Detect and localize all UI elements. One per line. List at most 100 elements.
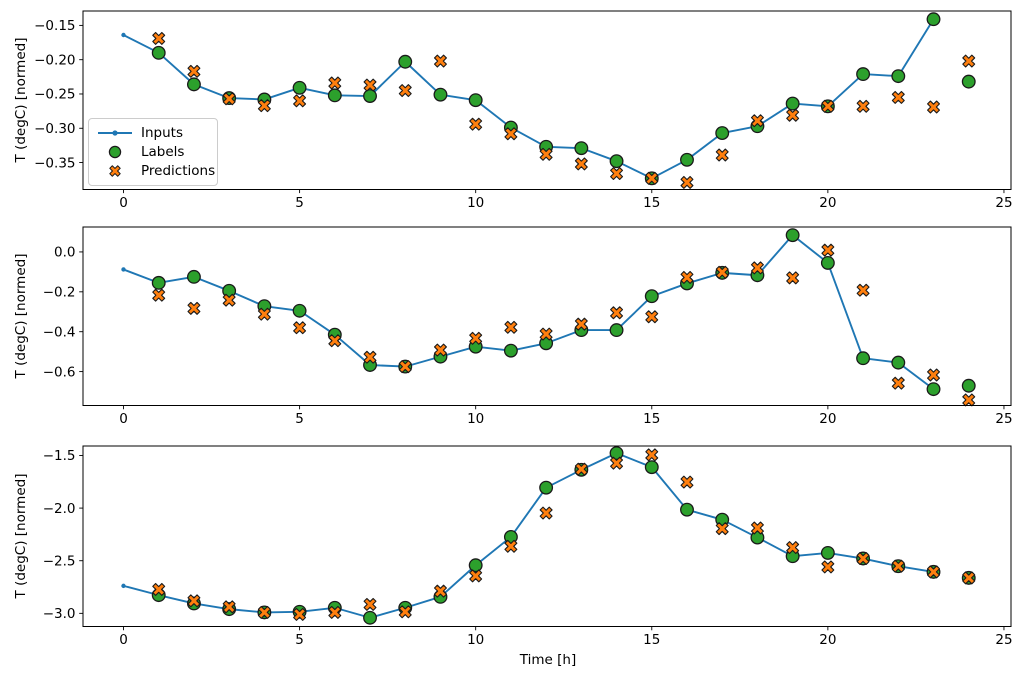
prediction-point bbox=[398, 84, 412, 98]
label-point bbox=[186, 77, 201, 92]
prediction-point bbox=[856, 99, 870, 113]
label-point bbox=[503, 343, 518, 358]
x-tick-label: 0 bbox=[119, 195, 128, 211]
prediction-point bbox=[856, 552, 870, 565]
legend-x-marker-icon bbox=[97, 163, 133, 179]
y-tick-label: −0.30 bbox=[34, 121, 75, 137]
subplot-3: 0 5 10 15 20 25 −1.5 −2.0 −2.5 −3.0 bbox=[43, 445, 1013, 648]
x-tick-label: 5 bbox=[295, 411, 304, 427]
prediction-point bbox=[293, 321, 307, 335]
series-inputs bbox=[121, 450, 936, 620]
prediction-point bbox=[398, 360, 412, 374]
label-point bbox=[961, 378, 976, 393]
label-point bbox=[785, 228, 800, 243]
label-point bbox=[856, 351, 871, 366]
label-point bbox=[363, 610, 377, 625]
label-point bbox=[151, 275, 166, 290]
prediction-point bbox=[856, 283, 870, 297]
label-point bbox=[856, 67, 871, 82]
y-tick-label: −0.6 bbox=[43, 364, 76, 380]
x-tick-label: 5 bbox=[295, 195, 304, 211]
prediction-point bbox=[433, 54, 447, 68]
prediction-point bbox=[328, 605, 342, 619]
prediction-point bbox=[187, 301, 201, 315]
label-point bbox=[715, 126, 730, 141]
label-point bbox=[398, 54, 413, 69]
label-point bbox=[292, 303, 307, 318]
prediction-point bbox=[363, 597, 377, 611]
prediction-point bbox=[469, 569, 483, 583]
input-point bbox=[121, 583, 126, 589]
y-tick-label: −0.15 bbox=[34, 18, 75, 34]
y-axis-label-subplot-2: T (degC) [normed] bbox=[13, 253, 29, 379]
prediction-point bbox=[927, 368, 941, 382]
prediction-point bbox=[469, 331, 483, 345]
legend-line-dot-icon bbox=[97, 125, 133, 141]
label-point bbox=[292, 80, 307, 95]
prediction-point bbox=[962, 571, 976, 585]
prediction-point bbox=[645, 310, 659, 324]
prediction-point bbox=[187, 64, 201, 78]
legend: Inputs Labels Predictions bbox=[88, 118, 218, 186]
y-tick-label: −0.35 bbox=[34, 155, 75, 171]
series-labels bbox=[151, 228, 976, 397]
prediction-point bbox=[680, 270, 694, 284]
label-point bbox=[926, 382, 941, 397]
prediction-point bbox=[962, 54, 976, 68]
subplot-1: 0 5 10 15 20 25 −0.15 −0.20 −0.25 −0.30 −0.35 bbox=[34, 10, 1013, 211]
inputs-line bbox=[123, 452, 934, 619]
y-tick-label: −0.20 bbox=[34, 52, 75, 68]
ticks bbox=[79, 251, 1005, 410]
x-tick-label: 0 bbox=[119, 411, 128, 427]
prediction-point bbox=[786, 271, 800, 285]
prediction-point bbox=[786, 541, 800, 555]
prediction-point bbox=[363, 350, 377, 364]
label-point bbox=[820, 545, 835, 560]
prediction-point bbox=[574, 317, 588, 331]
ticks bbox=[79, 24, 1005, 194]
label-point bbox=[539, 480, 554, 495]
prediction-point bbox=[152, 288, 166, 302]
label-point bbox=[680, 502, 694, 517]
prediction-point bbox=[222, 92, 236, 106]
prediction-point bbox=[398, 605, 412, 619]
prediction-point bbox=[715, 522, 729, 536]
prediction-point bbox=[293, 607, 307, 621]
series-inputs bbox=[121, 17, 936, 181]
x-tick-label: 5 bbox=[295, 632, 304, 648]
axes-frame bbox=[82, 445, 1012, 627]
label-point bbox=[926, 12, 941, 27]
legend-circle-icon bbox=[97, 144, 133, 160]
prediction-point bbox=[750, 261, 764, 275]
label-point bbox=[363, 89, 377, 103]
legend-item-predictions: Predictions bbox=[89, 161, 217, 180]
prediction-point bbox=[152, 582, 166, 596]
x-tick-label: 20 bbox=[819, 411, 836, 427]
prediction-point bbox=[222, 293, 236, 307]
prediction-point bbox=[750, 114, 764, 128]
x-tick-label: 0 bbox=[119, 632, 128, 648]
prediction-point bbox=[821, 99, 835, 113]
prediction-point bbox=[187, 594, 201, 608]
prediction-point bbox=[574, 157, 588, 171]
input-point bbox=[121, 267, 126, 272]
x-tick-label: 15 bbox=[643, 195, 660, 211]
prediction-point bbox=[574, 462, 588, 476]
prediction-point bbox=[715, 148, 729, 162]
prediction-point bbox=[539, 147, 553, 161]
label-point bbox=[468, 93, 483, 108]
x-tick-label: 20 bbox=[819, 195, 836, 211]
prediction-point bbox=[645, 171, 659, 185]
x-tick-label: 10 bbox=[467, 195, 484, 211]
ticks bbox=[79, 455, 1005, 631]
prediction-point bbox=[821, 243, 835, 257]
label-point bbox=[680, 152, 694, 167]
prediction-point bbox=[504, 539, 518, 553]
prediction-point bbox=[504, 320, 518, 334]
prediction-point bbox=[610, 456, 624, 470]
legend-item-inputs: Inputs bbox=[89, 123, 217, 142]
prediction-point bbox=[891, 376, 905, 390]
prediction-point bbox=[610, 167, 624, 181]
prediction-point bbox=[257, 605, 271, 619]
